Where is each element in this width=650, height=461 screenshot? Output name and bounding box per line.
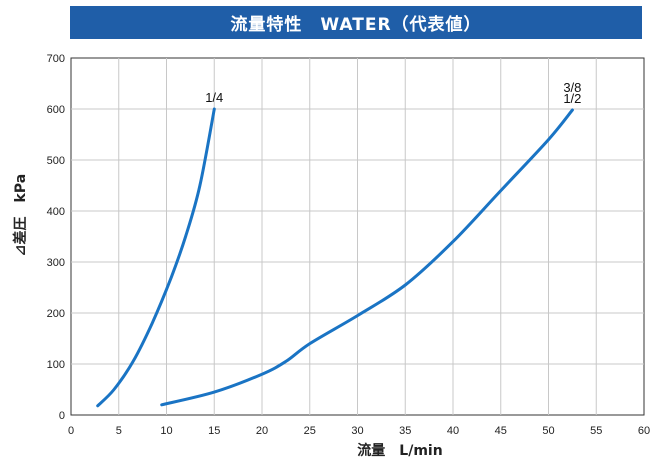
- x-tick-label: 30: [351, 425, 363, 437]
- x-axis-title: 流量 L/min: [357, 442, 442, 459]
- x-tick-label: 0: [68, 425, 74, 437]
- y-axis-title: ⊿差圧 kPa: [12, 174, 29, 256]
- y-tick-label: 600: [47, 104, 65, 116]
- y-tick-label: 0: [59, 410, 65, 422]
- series-label: 1/4: [205, 90, 223, 105]
- x-tick-label: 25: [304, 425, 316, 437]
- grid: [71, 58, 644, 415]
- x-tick-label: 45: [495, 425, 507, 437]
- x-tick-label: 55: [590, 425, 602, 437]
- x-tick-label: 5: [116, 425, 122, 437]
- y-tick-label: 400: [47, 206, 65, 218]
- series-line-1: [160, 108, 574, 407]
- series-label: 3/8: [563, 80, 581, 95]
- y-tick-label: 200: [47, 308, 65, 320]
- chart-title: 流量特性 WATER（代表値）: [70, 6, 642, 39]
- x-tick-label: 35: [399, 425, 411, 437]
- x-tick-label: 40: [447, 425, 459, 437]
- y-tick-label: 500: [47, 155, 65, 167]
- y-tick-label: 700: [47, 53, 65, 65]
- x-tick-label: 15: [208, 425, 220, 437]
- x-tick-label: 20: [256, 425, 268, 437]
- series-labels: 1/4 3/81/2: [205, 80, 581, 106]
- series-label: 1/2: [563, 91, 581, 106]
- y-tick-labels: 0 100 200 300 400 500 600 700: [47, 53, 65, 422]
- x-tick-label: 10: [160, 425, 172, 437]
- y-tick-label: 300: [47, 257, 65, 269]
- x-tick-label: 60: [638, 425, 650, 437]
- x-tick-labels: 0 5 10 15 20 25 30 35 40 45 50 55 60: [68, 425, 650, 437]
- x-tick-label: 50: [542, 425, 554, 437]
- series-line-0: [96, 107, 216, 408]
- y-tick-label: 100: [47, 359, 65, 371]
- series-group: [96, 107, 574, 408]
